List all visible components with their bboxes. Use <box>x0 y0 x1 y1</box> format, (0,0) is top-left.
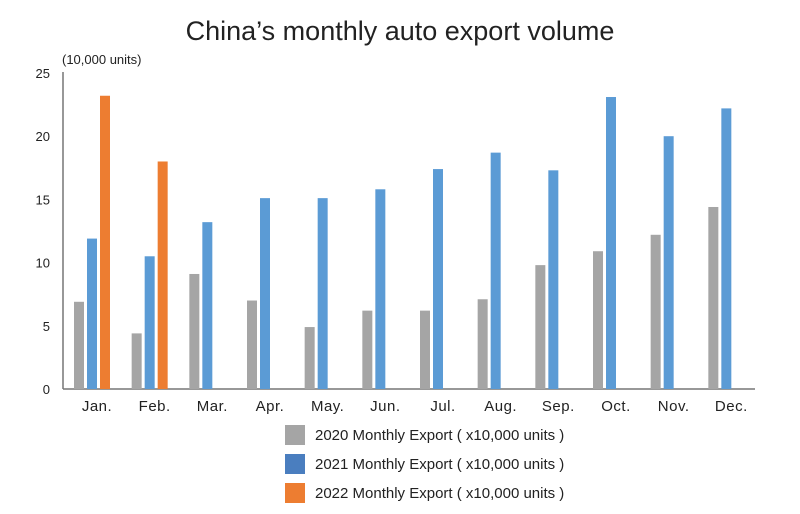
bar-1-aug <box>490 152 501 389</box>
legend-swatch-2020 <box>285 425 305 445</box>
bar-1-sep <box>548 170 559 389</box>
bar-0-nov <box>650 234 661 389</box>
x-tick-label: Mar. <box>197 398 228 415</box>
x-tick-label: Aug. <box>484 398 517 415</box>
y-tick-label: 0 <box>43 382 50 397</box>
bar-0-dec <box>708 206 719 389</box>
x-tick-label: Oct. <box>601 398 631 415</box>
legend-item-2021: 2021 Monthly Export ( x10,000 units ) <box>285 454 564 474</box>
bar-1-apr <box>260 198 270 389</box>
legend-item-2020: 2020 Monthly Export ( x10,000 units ) <box>285 425 564 445</box>
bar-0-mar <box>189 273 200 389</box>
bar-0-jan <box>74 301 84 389</box>
x-tick-label: Apr. <box>256 398 285 415</box>
bar-1-jun <box>375 189 386 389</box>
bar-1-nov <box>663 136 674 389</box>
bar-0-aug <box>477 299 488 389</box>
bar-0-oct <box>593 251 603 389</box>
legend-swatch-2022 <box>285 483 305 503</box>
bar-1-jul <box>433 169 443 389</box>
y-axis-unit-label: (10,000 units) <box>62 52 142 67</box>
bar-0-sep <box>535 265 546 389</box>
bar-1-may <box>317 198 328 389</box>
bar-0-apr <box>247 300 257 389</box>
legend-label-2021: 2021 Monthly Export ( x10,000 units ) <box>315 455 565 473</box>
bar-1-oct <box>606 97 616 390</box>
x-tick-label: Jan. <box>82 398 112 415</box>
bar-1-mar <box>202 222 213 389</box>
bar-0-feb <box>131 333 142 389</box>
chart-title: China’s monthly auto export volume <box>185 16 615 46</box>
x-tick-label: May. <box>311 398 344 415</box>
y-tick-label: 20 <box>36 129 50 144</box>
bar-0-may <box>304 327 315 389</box>
bar-1-jan <box>87 238 97 389</box>
legend-item-2022: 2022 Monthly Export ( x10,000 units ) <box>285 483 564 503</box>
legend-swatch-2021 <box>285 454 305 474</box>
y-tick-label: 10 <box>36 256 50 271</box>
bar-1-dec <box>721 108 732 389</box>
x-tick-label: Sep. <box>542 398 575 415</box>
bar-0-jun <box>362 310 373 389</box>
y-tick-label: 15 <box>36 192 50 207</box>
x-tick-label: Feb. <box>139 398 171 415</box>
y-tick-label: 5 <box>43 319 50 334</box>
x-tick-label: Jun. <box>370 398 400 415</box>
bar-0-jul <box>420 310 430 389</box>
x-tick-label: Nov. <box>658 398 690 415</box>
x-tick-label: Jul. <box>430 398 455 415</box>
bar-2-jan <box>100 95 110 389</box>
y-tick-label: 25 <box>36 66 50 81</box>
x-tick-label: Dec. <box>715 398 748 415</box>
bar-1-feb <box>144 256 155 389</box>
legend-label-2022: 2022 Monthly Export ( x10,000 units ) <box>315 484 565 502</box>
bar-2-feb <box>157 161 168 389</box>
legend-label-2020: 2020 Monthly Export ( x10,000 units ) <box>315 426 565 444</box>
